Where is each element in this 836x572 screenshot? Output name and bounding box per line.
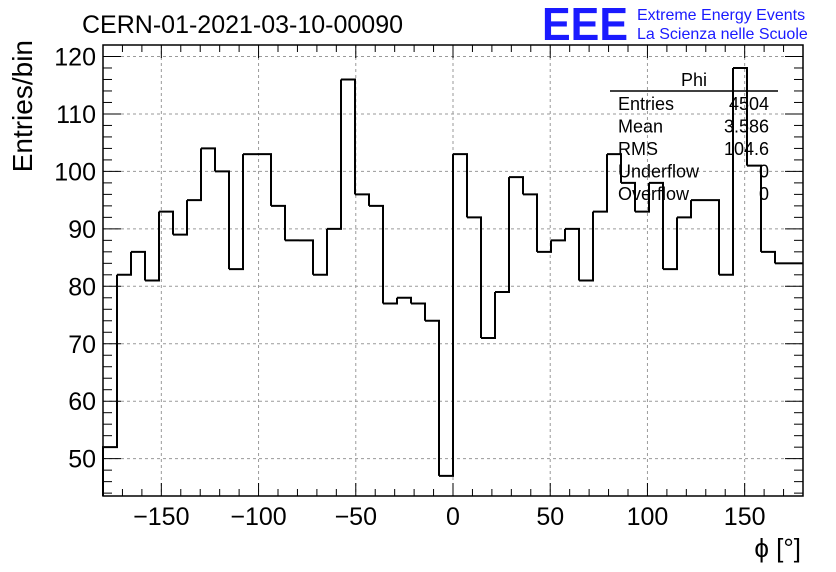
y-tick-label: 90 <box>68 216 96 244</box>
histogram-bin <box>117 252 131 275</box>
x-tick-labels: −150 −100 −50 0 50 100 150 <box>133 503 765 531</box>
histogram-bin <box>215 171 229 269</box>
y-tick-labels: 50 60 70 80 90 100 110 120 <box>54 43 96 473</box>
y-tick-label: 60 <box>68 388 96 416</box>
histogram-bin <box>481 292 495 338</box>
stats-row-label: Entries <box>618 94 674 114</box>
stats-row-value: 104.6 <box>724 139 769 159</box>
histogram-bin <box>663 217 677 269</box>
histogram-figure: CERN-01-2021-03-10-00090 EEE Extreme Ene… <box>0 0 836 572</box>
histogram-bin <box>509 177 523 194</box>
x-axis-title: ϕ [°] <box>754 533 801 563</box>
y-axis-title: Entries/bin <box>7 40 38 172</box>
chart-title: CERN-01-2021-03-10-00090 <box>82 11 403 39</box>
stats-row-label: RMS <box>618 139 658 159</box>
histogram-bin <box>341 79 355 194</box>
y-tick-label: 70 <box>68 331 96 359</box>
histogram-bin <box>201 148 215 171</box>
histogram-bin <box>369 206 383 304</box>
histogram-bin <box>453 154 467 217</box>
histogram-series <box>103 68 803 496</box>
histogram-bin <box>145 212 159 281</box>
histogram-bin <box>593 154 607 211</box>
x-tick-label: −150 <box>133 503 189 531</box>
histogram-bin <box>761 252 775 263</box>
logo-mark: EEE <box>542 0 628 50</box>
histogram-bin <box>257 154 271 206</box>
stats-row-value: 3.586 <box>724 117 769 137</box>
x-tick-label: 0 <box>446 503 460 531</box>
histogram-bin <box>173 200 187 234</box>
y-tick-label: 80 <box>68 273 96 301</box>
histogram-bin <box>523 194 537 251</box>
stats-row-label: Underflow <box>618 162 700 182</box>
y-tick-label: 120 <box>54 43 96 71</box>
histogram-bin <box>131 252 145 281</box>
eee-logo: EEE Extreme Energy Events La Scienza nel… <box>542 0 808 50</box>
histogram-bin <box>383 298 397 304</box>
histogram-bin <box>579 212 593 281</box>
stats-row-label: Overflow <box>618 184 690 204</box>
stats-row-value: 0 <box>759 184 769 204</box>
histogram-bin <box>439 154 453 476</box>
x-tick-label: 50 <box>536 503 564 531</box>
y-tick-label: 50 <box>68 446 96 474</box>
stats-rows: Entries 4504 Mean 3.586 RMS 104.6 Underflow 0 Ov… <box>618 94 769 204</box>
stats-row-label: Mean <box>618 117 663 137</box>
histogram-bin <box>299 240 313 274</box>
histogram-bin <box>705 200 719 275</box>
histogram-bin <box>397 298 411 304</box>
logo-line-2: La Scienza nelle Scuole <box>637 26 808 43</box>
y-tick-label: 110 <box>56 101 96 129</box>
histogram-bin <box>103 275 117 496</box>
y-tick-label: 100 <box>54 158 96 186</box>
stats-box: Phi Entries 4504 Mean 3.586 RMS 104.6 Underflo… <box>610 70 778 204</box>
histogram-bin <box>355 194 369 205</box>
histogram-bin <box>537 240 551 251</box>
stats-row-value: 0 <box>759 162 769 182</box>
histogram-bin <box>271 206 285 240</box>
x-tick-label: −100 <box>230 503 286 531</box>
histogram-bin <box>411 304 425 321</box>
histogram-bin <box>313 229 327 275</box>
x-tick-label: 150 <box>724 503 766 531</box>
histogram-bin <box>467 217 481 338</box>
stats-title: Phi <box>681 70 707 90</box>
histogram-bin <box>565 229 579 281</box>
histogram-bin <box>327 79 341 228</box>
histogram-bin <box>187 148 201 200</box>
logo-line-1: Extreme Energy Events <box>637 7 805 24</box>
x-tick-label: 100 <box>627 503 669 531</box>
histogram-bin <box>495 177 509 292</box>
histogram-bin <box>551 229 565 240</box>
stats-row-value: 4504 <box>729 94 769 114</box>
x-tick-label: −50 <box>335 503 377 531</box>
